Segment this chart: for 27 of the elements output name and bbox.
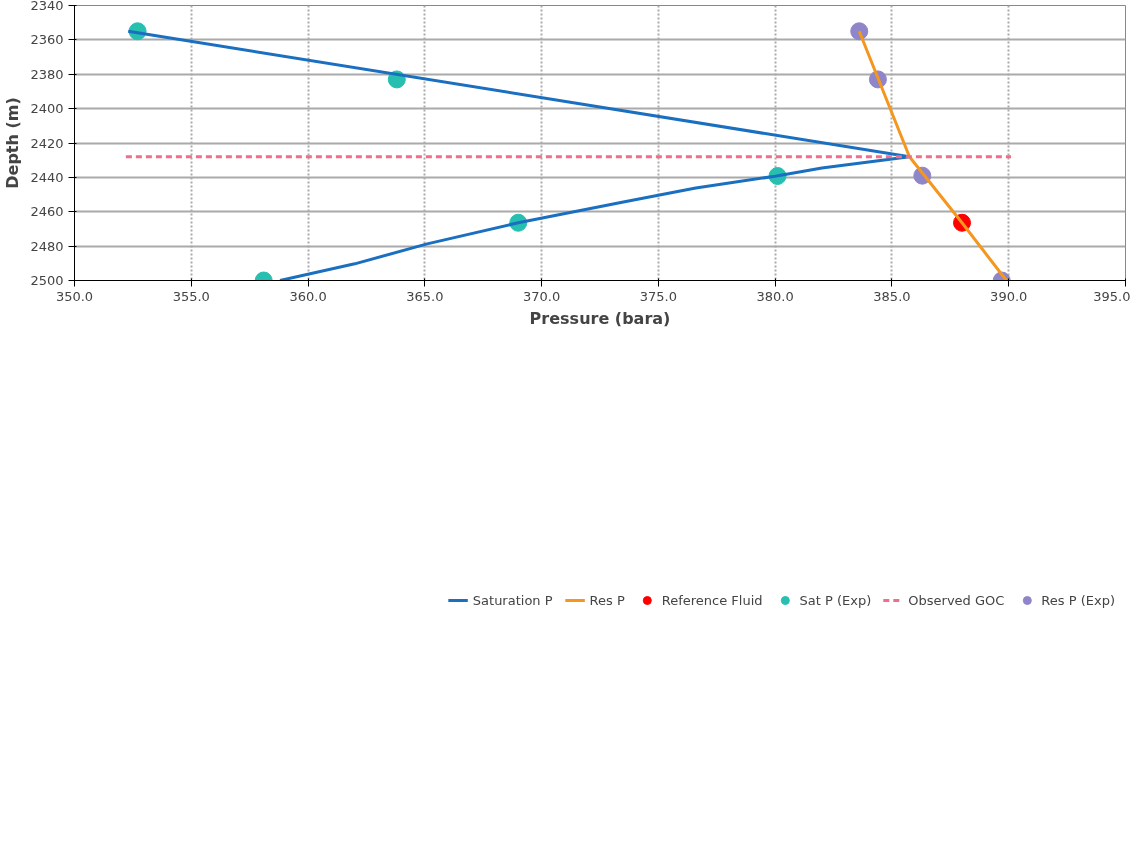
y-tick-label: 2480 xyxy=(30,238,64,254)
y-tick-label: 2400 xyxy=(30,101,64,117)
legend-label: Res P (Exp) xyxy=(1041,592,1115,608)
y-tick-label: 2380 xyxy=(30,66,64,82)
y-tick-label: 2420 xyxy=(30,135,64,151)
x-tick-label: 355.0 xyxy=(172,288,210,304)
legend-label: Observed GOC xyxy=(908,592,1005,608)
y-tick-label: 2500 xyxy=(30,273,64,288)
y-tick-label: 2460 xyxy=(30,204,64,220)
y-axis-title: Depth (m) xyxy=(3,97,23,189)
x-tick-label: 375.0 xyxy=(639,288,677,304)
x-tick-label: 350.0 xyxy=(55,288,94,304)
x-tick-label: 365.0 xyxy=(406,288,444,304)
x-tick-label: 385.0 xyxy=(873,288,911,304)
y-tick-label: 2440 xyxy=(30,169,64,185)
x-tick-label: 390.0 xyxy=(990,288,1028,304)
legend-label: Reference Fluid xyxy=(661,592,763,608)
x-tick-label: 360.0 xyxy=(289,288,327,304)
y-tick-label: 2360 xyxy=(30,32,64,48)
legend-label: Sat P (Exp) xyxy=(799,592,872,608)
x-tick-label: 370.0 xyxy=(523,288,561,304)
legend-label: Res P xyxy=(589,592,625,608)
y-tick-label: 2340 xyxy=(30,0,64,13)
x-axis-title: Pressure (bara) xyxy=(529,308,671,328)
legend-label: Saturation P xyxy=(472,592,553,608)
x-tick-label: 380.0 xyxy=(756,288,794,304)
x-tick-label: 395.0 xyxy=(1093,288,1131,304)
